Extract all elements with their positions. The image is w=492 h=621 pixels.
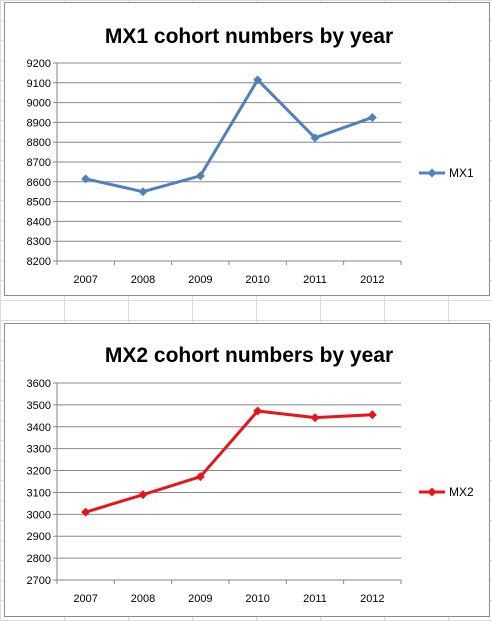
chart-mx2-series-line [85,409,373,514]
chart-mx1-ytick-label: 9200 [27,58,51,70]
chart-mx2-ytick-label: 3500 [27,400,51,412]
chart-mx2-plot: 2700 2800 2900 3000 3100 3200 3300 3400 3500 3600… [27,378,474,605]
chart-mx2-xtick-label: 2007 [73,593,97,605]
chart-mx2: MX2 cohort numbers by year 2700 2800 2900 3… [4,323,490,617]
chart-mx1-xtick-label: 2008 [131,274,155,286]
chart-mx2-ytick-label: 3300 [27,444,51,456]
chart-mx2-data-point [367,410,377,420]
chart-mx1-legend-label: MX1 [449,166,474,180]
chart-mx1-data-point [195,171,205,181]
chart-mx1-plot: 8200 8300 8400 8500 8600 8700 8800 8900 9000 9100… [27,58,474,286]
chart-mx1-title: MX1 cohort numbers by year [105,25,393,48]
chart-mx2-ytick-label: 3600 [27,378,51,390]
chart-mx1-xtick-label: 2011 [303,274,327,286]
chart-mx2-xtick-label: 2012 [360,593,384,605]
chart-mx1-series-line [85,78,373,194]
chart-mx2-data-point [253,406,263,416]
chart-mx1-data-point [367,112,377,122]
chart-mx2-data-point [195,472,205,482]
chart-mx2-data-point [138,490,148,500]
chart-mx2-ytick-label: 2800 [27,553,51,565]
chart-mx1-data-point [310,133,320,143]
chart-mx2-svg: MX2 cohort numbers by year 2700 2800 2900 3… [27,344,474,605]
chart-mx1-xtick-label: 2007 [73,274,97,286]
chart-mx2-xtick-label: 2010 [245,593,269,605]
chart-mx1-ytick-label: 8200 [27,256,51,268]
chart-mx1-data-point [253,75,263,85]
chart-mx2-ytick-label: 3400 [27,422,51,434]
chart-mx1-ytick-label: 8800 [27,137,51,149]
chart-mx2-xtick-label: 2011 [303,593,327,605]
chart-mx2-legend-label: MX2 [449,485,474,499]
chart-mx2-ytick-label: 3100 [27,487,51,499]
chart-mx1-data-point [138,187,148,197]
chart-mx1-ytick-label: 8400 [27,216,51,228]
chart-mx2-legend-marker [427,487,437,497]
chart-mx1-svg: MX1 cohort numbers by year 8200830084008… [27,25,474,286]
chart-mx2-xtick-label: 2008 [131,593,155,605]
chart-mx1-ytick-label: 8700 [27,157,51,169]
chart-mx1-ytick-label: 9100 [27,78,51,90]
chart-mx2-title: MX2 cohort numbers by year [105,344,393,367]
chart-mx2-ytick-label: 3000 [27,509,51,521]
chart-mx2-data-point [81,507,91,517]
chart-mx2-data-point [310,413,320,423]
chart-mx2-ytick-label: 3200 [27,466,51,478]
chart-mx1: MX1 cohort numbers by year 8200 8300 8400 8… [4,2,490,296]
chart-mx2-ytick-label: 2700 [27,575,51,587]
chart-mx1-ytick-label: 8300 [27,236,51,248]
chart-mx1-ytick-label: 8600 [27,177,51,189]
chart-mx1-ytick-label: 8900 [27,117,51,129]
chart-mx2-ytick-label: 2900 [27,531,51,543]
chart-mx1-xtick-label: 2012 [360,274,384,286]
chart-mx1-xtick-label: 2010 [245,274,269,286]
chart-mx1-data-point [81,174,91,184]
chart-mx2-xtick-label: 2009 [188,593,212,605]
chart-mx1-legend-marker [427,168,437,178]
chart-mx1-xtick-label: 2009 [188,274,212,286]
chart-mx1-ytick-label: 9000 [27,98,51,110]
chart-mx1-ytick-label: 8500 [27,197,51,209]
